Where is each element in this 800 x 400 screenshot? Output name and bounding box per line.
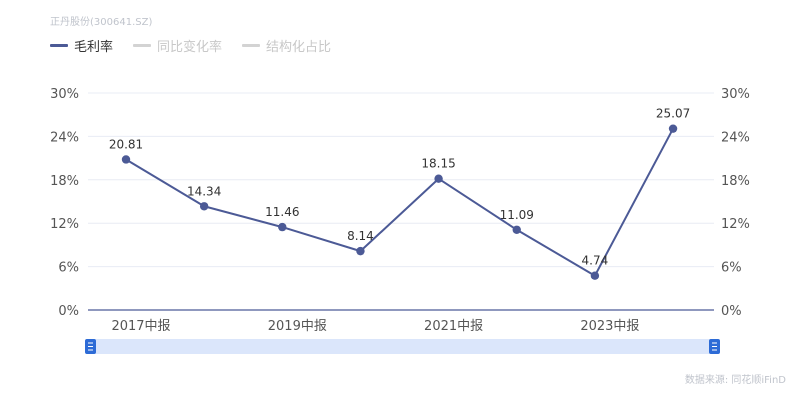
legend-swatch-gross-margin <box>50 44 68 47</box>
data-label: 18.15 <box>421 157 455 171</box>
data-source: 数据来源: 同花顺iFinD <box>684 375 786 386</box>
series-line-gross-margin <box>125 128 674 277</box>
data-label: 4.74 <box>582 254 609 268</box>
data-point[interactable] <box>121 155 131 164</box>
data-label: 8.14 <box>347 229 374 243</box>
y-tick-label-right: 12% <box>721 217 750 232</box>
data-label: 25.07 <box>656 107 690 121</box>
legend: 毛利率 同比变化率 结构化占比 <box>50 36 331 55</box>
y-tick-label-left: 12% <box>50 217 79 232</box>
data-point[interactable] <box>434 174 443 183</box>
data-point[interactable] <box>356 246 365 256</box>
data-point[interactable] <box>199 202 209 211</box>
legend-item-structure-share[interactable]: 结构化占比 <box>242 36 331 55</box>
data-label: 20.81 <box>109 137 143 151</box>
y-tick-label-right: 0% <box>721 304 742 319</box>
chart-subtitle: 正丹股份(300641.SZ) <box>50 17 153 28</box>
y-tick-label-right: 30% <box>721 87 750 102</box>
data-point[interactable] <box>590 271 600 280</box>
y-tick-label-left: 6% <box>58 261 79 276</box>
y-tick-label-right: 24% <box>721 130 750 145</box>
y-tick-label-left: 0% <box>58 304 79 319</box>
x-tick-label: 2017中报 <box>111 319 170 334</box>
y-tick-label-right: 6% <box>721 261 742 276</box>
data-point[interactable] <box>668 124 678 133</box>
legend-item-gross-margin[interactable]: 毛利率 <box>50 36 113 55</box>
data-point[interactable] <box>512 225 521 234</box>
y-tick-label-left: 18% <box>50 174 79 189</box>
y-tick-label-right: 18% <box>721 174 750 189</box>
data-label: 14.34 <box>187 184 221 198</box>
x-tick-label: 2023中报 <box>580 319 639 334</box>
legend-label-yoy-change: 同比变化率 <box>157 40 223 55</box>
data-point[interactable] <box>278 222 287 232</box>
y-tick-label-left: 24% <box>50 130 79 145</box>
y-tick-label-left: 30% <box>50 87 79 102</box>
legend-item-yoy-change[interactable]: 同比变化率 <box>133 36 222 55</box>
x-tick-label: 2021中报 <box>424 319 483 334</box>
zoom-slider-track[interactable] <box>86 339 716 354</box>
data-label: 11.46 <box>265 205 299 219</box>
legend-label-gross-margin: 毛利率 <box>74 40 114 55</box>
x-tick-label: 2019中报 <box>268 319 327 334</box>
data-label: 11.09 <box>500 208 534 222</box>
legend-swatch-structure-share <box>242 44 261 47</box>
legend-label-structure-share: 结构化占比 <box>266 40 332 55</box>
legend-swatch-yoy-change <box>133 44 152 47</box>
